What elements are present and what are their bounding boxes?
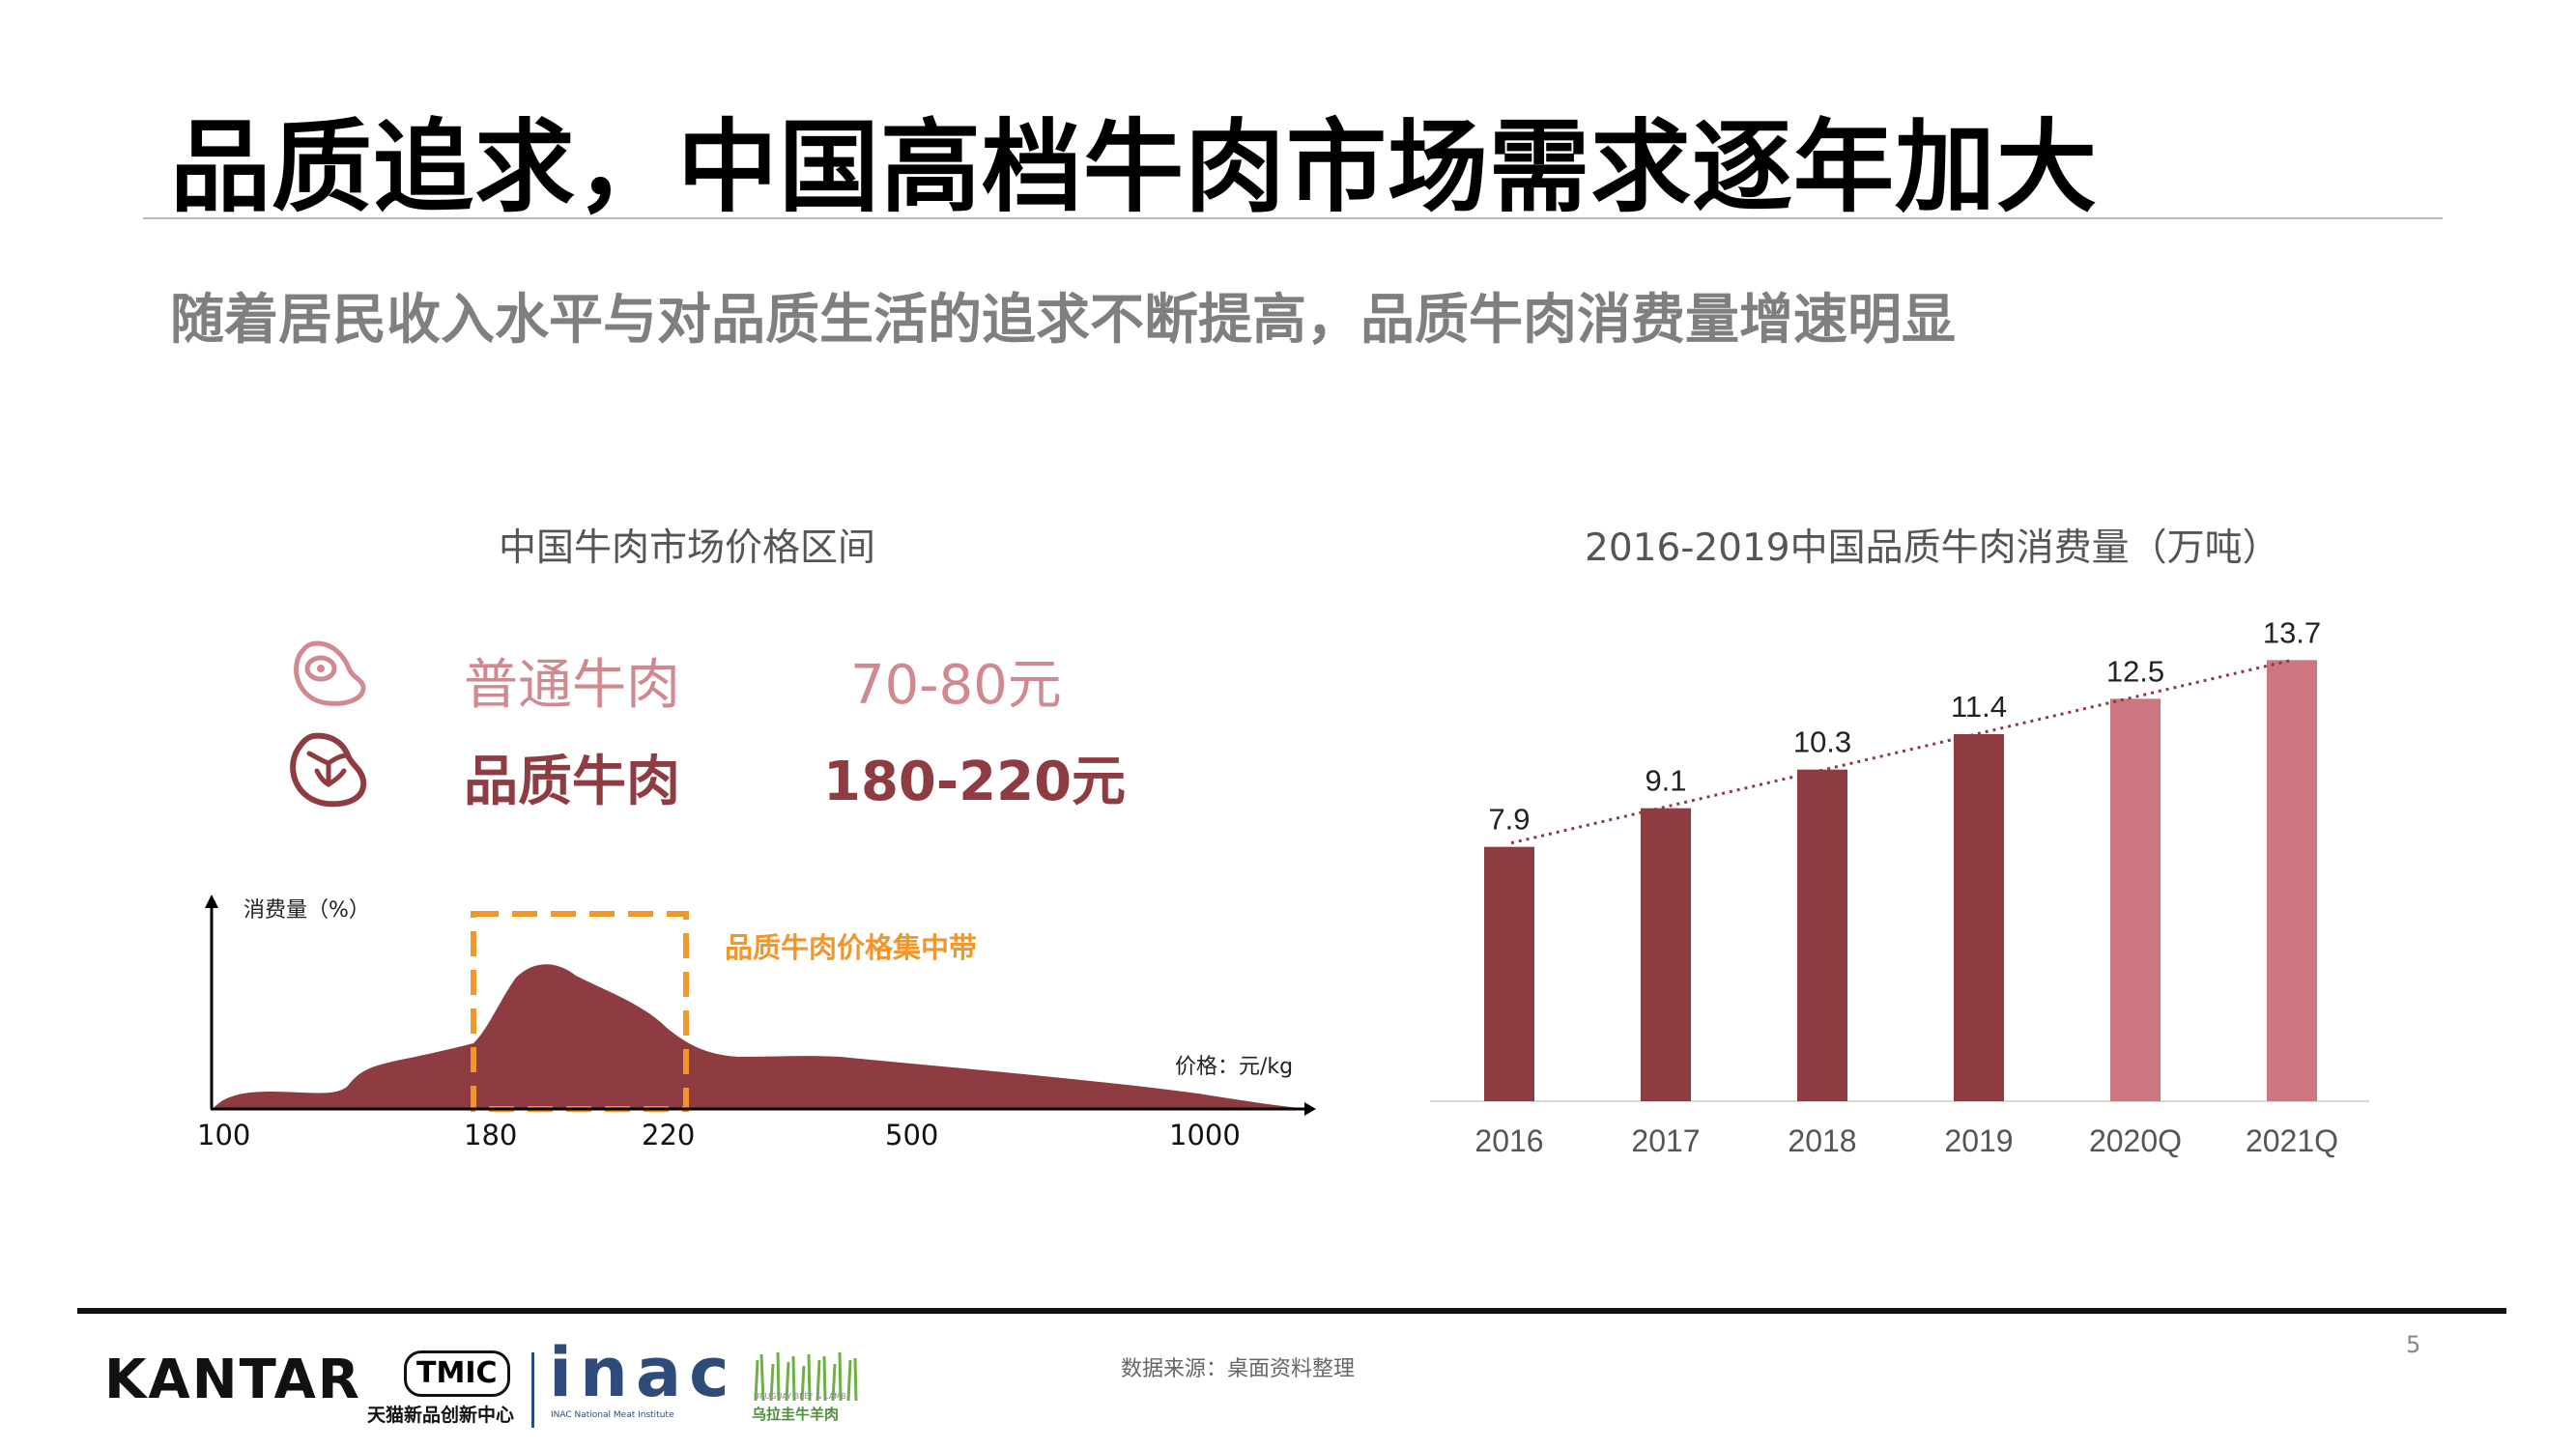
tmic-logo-caption: 天猫新品创新中心 (367, 1405, 515, 1426)
area-x-label: 价格：元/kg (1175, 1055, 1294, 1079)
consumption-area (213, 964, 1310, 1109)
bar-category-label: 2016 (1474, 1123, 1543, 1158)
y-axis-arrow (205, 895, 218, 908)
price-range-title: 中国牛肉市场价格区间 (499, 526, 876, 570)
trend-line (1510, 658, 2293, 845)
bar-value-label: 10.3 (1793, 725, 1851, 759)
bar-2021Q (2267, 660, 2317, 1101)
area-tick-label: 1000 (1169, 1119, 1241, 1151)
title-divider (143, 217, 2443, 219)
normal-beef-price: 70-80元 (850, 654, 1062, 717)
steak-outline-icon (294, 640, 366, 706)
bar-value-label: 9.1 (1645, 764, 1686, 798)
area-tick-label: 500 (885, 1119, 939, 1151)
quality-beef-name: 品质牛肉 (464, 751, 680, 813)
page-title: 品质追求，中国高档牛肉市场需求逐年加大 (170, 108, 2099, 226)
area-y-label: 消费量（%） (243, 898, 370, 923)
bar-category-label: 2018 (1788, 1123, 1856, 1158)
tbone-steak-icon (290, 732, 367, 808)
uruguay-grass-logo-icon (754, 1351, 858, 1401)
quality-beef-price: 180-220元 (823, 751, 1127, 813)
bar-category-label: 2020Q (2089, 1123, 2182, 1158)
area-tick-label: 100 (197, 1119, 251, 1151)
bar-value-label: 12.5 (2106, 654, 2164, 688)
page-number: 5 (2406, 1331, 2421, 1358)
logo-divider (531, 1352, 534, 1428)
bar-category-label: 2021Q (2246, 1123, 2338, 1158)
inac-logo: inac (549, 1333, 737, 1412)
quality-band-label: 品质牛肉价格集中带 (725, 931, 978, 964)
bar-category-label: 2017 (1631, 1123, 1700, 1158)
bar-2018 (1797, 769, 1847, 1101)
inac-logo-caption: INAC National Meat Institute (551, 1410, 674, 1420)
area-tick-label: 180 (464, 1119, 518, 1151)
uruguay-logo-caption: 乌拉圭牛羊肉 (752, 1406, 840, 1423)
bar-value-label: 11.4 (1951, 690, 2007, 724)
bar-value-label: 13.7 (2263, 615, 2321, 649)
page-subtitle: 随着居民收入水平与对品质生活的追求不断提高，品质牛肉消费量增速明显 (170, 289, 1956, 352)
bar-category-label: 2019 (1944, 1123, 2013, 1158)
tmic-logo: TMIC (404, 1350, 510, 1397)
data-source: 数据来源：桌面资料整理 (1121, 1357, 1356, 1381)
kantar-logo: KANTAR (104, 1349, 361, 1411)
bar-2017 (1641, 808, 1691, 1101)
uruguay-logo-small-text: URUGUAY BEEF & LAMB (754, 1392, 846, 1401)
x-axis-arrow (1304, 1102, 1316, 1116)
normal-beef-name: 普通牛肉 (464, 654, 680, 717)
bar-2020Q (2110, 698, 2161, 1101)
area-tick-label: 220 (642, 1119, 696, 1151)
bar-2016 (1484, 846, 1534, 1101)
footer-divider (77, 1308, 2506, 1314)
bar-value-label: 7.9 (1488, 803, 1530, 837)
consumption-chart-title: 2016-2019中国品质牛肉消费量（万吨） (1585, 526, 2280, 570)
bar-2019 (1954, 734, 2004, 1101)
